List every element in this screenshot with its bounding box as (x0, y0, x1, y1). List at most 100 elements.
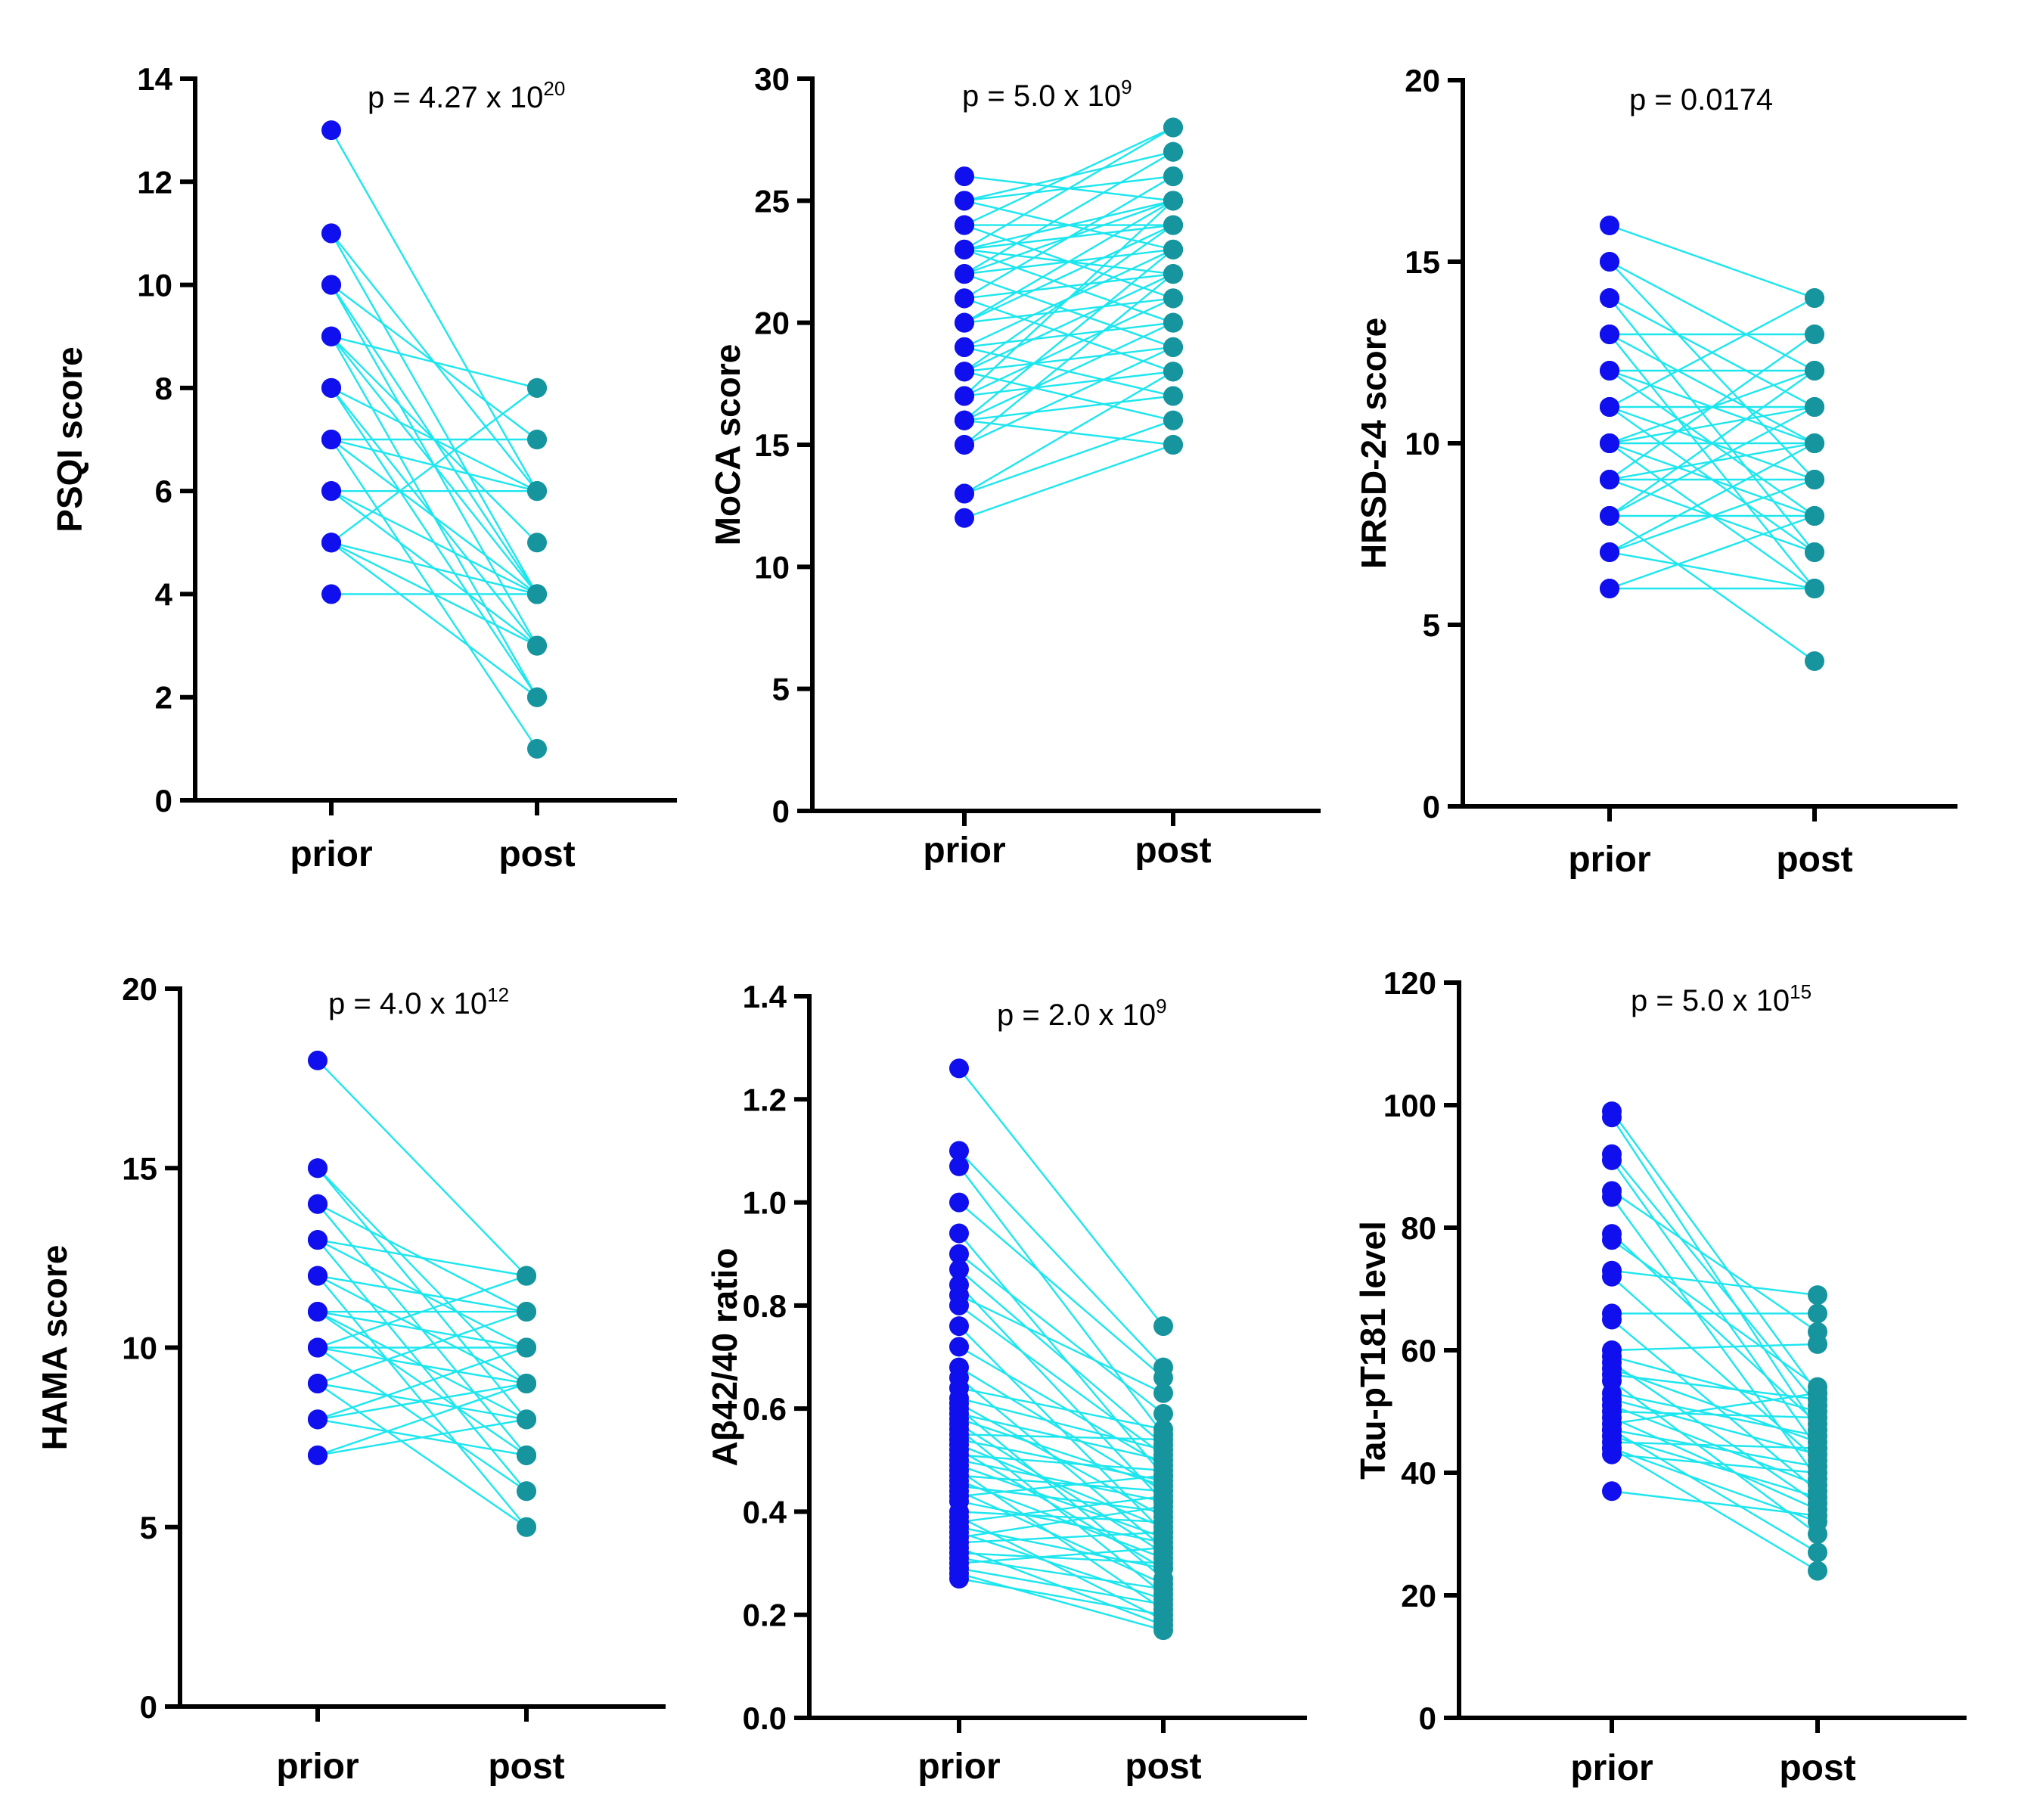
prior-point (955, 312, 974, 333)
p-value-text: p = 5.0 x 10 (962, 79, 1121, 113)
pair-line (964, 151, 1174, 275)
pair-line (958, 1474, 1164, 1498)
y-tick-label: 0 (140, 1689, 157, 1725)
pair-line (1609, 333, 1815, 445)
post-point (1805, 579, 1824, 598)
post-point (1805, 361, 1824, 380)
prior-point (1602, 1481, 1622, 1502)
prior-point (321, 275, 341, 295)
post-point (527, 533, 547, 553)
post-point (1163, 141, 1183, 162)
y-tick-label: 1.0 (743, 1185, 787, 1221)
pair-line (964, 248, 1174, 421)
p-value-label: p = 4.27 x 1020 (368, 77, 565, 114)
post-point (1805, 433, 1824, 453)
prior-point (308, 1230, 328, 1250)
pair-line (964, 224, 1174, 324)
prior-point (1600, 433, 1619, 453)
pair-line (1609, 442, 1815, 554)
post-point (1153, 1522, 1173, 1542)
post-point (1808, 1383, 1827, 1403)
post-point (517, 1337, 536, 1358)
y-axis-label: MoCA score (708, 344, 747, 546)
y-tick-label: 5 (140, 1510, 157, 1545)
p-value-exponent: 9 (1121, 76, 1132, 98)
post-point (527, 584, 547, 604)
x-category-label: prior (290, 834, 372, 874)
pair-line (964, 273, 1174, 373)
prior-point (321, 430, 341, 449)
pair-line (958, 1232, 1164, 1477)
pair-line (958, 1387, 1164, 1430)
pair-line (964, 297, 1174, 397)
pair-line (1611, 1490, 1818, 1517)
y-tick-label: 15 (754, 427, 790, 463)
prior-point (1602, 1309, 1622, 1330)
prior-point (1600, 252, 1619, 272)
y-axis-label: Tau-pT181 level (1353, 1221, 1392, 1480)
prior-point (955, 264, 974, 284)
pair-line (1609, 334, 1815, 480)
y-axis-label: PSQI score (50, 346, 89, 532)
prior-point (321, 120, 341, 141)
pair-line (964, 273, 1174, 446)
prior-point (1602, 1444, 1622, 1464)
pair-line (317, 1275, 527, 1349)
post-point (1808, 1334, 1827, 1354)
y-tick-label: 10 (754, 549, 790, 585)
y-tick-label: 8 (155, 371, 172, 406)
x-category-label: post (1125, 1747, 1201, 1787)
y-tick-label: 12 (137, 164, 172, 200)
pair-line (317, 1346, 527, 1421)
y-tick-label: 0.0 (743, 1700, 787, 1736)
post-point (1153, 1403, 1173, 1424)
y-tick-label: 20 (122, 971, 157, 1007)
pair-line (958, 1551, 1164, 1564)
post-point (1805, 542, 1824, 562)
prior-point (321, 326, 341, 346)
prior-point (949, 1141, 969, 1161)
prior-point (955, 215, 974, 235)
x-category-label: post (1135, 831, 1211, 871)
pair-line (317, 1238, 527, 1277)
prior-point (321, 223, 341, 244)
post-point (1163, 362, 1183, 382)
p-value-label: p = 4.0 x 1012 (328, 983, 509, 1020)
post-point (517, 1373, 536, 1393)
pair-line (317, 1382, 527, 1456)
pair-line (964, 395, 1174, 421)
pair-line (1609, 224, 1815, 300)
post-point (1808, 1303, 1827, 1324)
pair-line (958, 1505, 1164, 1539)
panel-psqi: 0 2 4 6 8 10 12 14 prior post PSQI score p = 4.27 x… (0, 0, 677, 910)
pair-line (958, 1577, 1164, 1616)
p-value-label: p = 2.0 x 109 (997, 995, 1167, 1032)
prior-point (321, 481, 341, 502)
y-tick-label: 0.4 (743, 1494, 787, 1530)
y-tick-label: 10 (1405, 426, 1440, 461)
y-tick-label: 5 (772, 672, 790, 707)
post-point (527, 481, 547, 502)
pair-line (1609, 260, 1815, 372)
pair-line (331, 490, 538, 595)
panel-hama: 0 5 10 15 20 prior post HAMA score p = 4.0 x 101… (0, 910, 672, 1820)
post-point (1163, 239, 1183, 259)
post-point (1808, 1408, 1827, 1428)
pair-line (1611, 1453, 1818, 1474)
prior-point (308, 1409, 328, 1430)
post-point (1808, 1438, 1827, 1458)
p-value-exponent: 9 (1156, 995, 1166, 1017)
prior-point (308, 1337, 328, 1358)
prior-point (1602, 1150, 1622, 1170)
panel-abeta: 0.0 0.2 0.4 0.6 0.8 1.0 1.2 1.4 prior post Aβ42/40… (672, 910, 1345, 1820)
pair-line (1611, 1362, 1818, 1505)
pair-line (1609, 514, 1815, 590)
prior-point (1600, 579, 1619, 598)
post-point (1805, 325, 1824, 344)
pair-line (1611, 1110, 1818, 1394)
prior-point (1600, 470, 1619, 489)
y-tick-label: 2 (155, 680, 172, 716)
y-tick-label: 25 (754, 183, 790, 219)
post-point (1153, 1604, 1173, 1625)
post-point (527, 377, 547, 398)
